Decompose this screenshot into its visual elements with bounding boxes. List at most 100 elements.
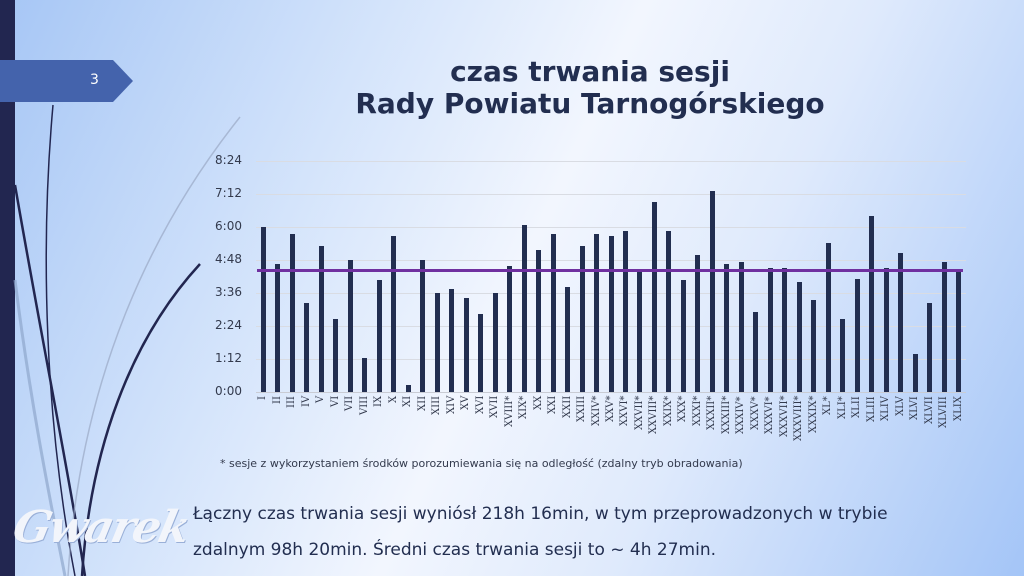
- x-tick-label: XVIII*: [503, 396, 515, 428]
- bar-xxviii-remote: [651, 201, 657, 392]
- title-line-1: czas trwania sesji: [450, 55, 730, 88]
- bar-xxvii-remote: [637, 269, 643, 392]
- bar-xxix-remote: [666, 230, 672, 392]
- bar-xxvi-remote: [622, 230, 628, 392]
- title-line-2: Rady Powiatu Tarnogórskiego: [355, 87, 825, 120]
- x-tick-label: XX: [532, 396, 544, 411]
- page-number: 3: [90, 72, 99, 88]
- bar-xliii: [869, 215, 875, 392]
- bar-xxx-remote: [680, 279, 686, 392]
- x-tick-label: XVI: [474, 396, 486, 415]
- bar-xxxvi-remote: [767, 268, 773, 392]
- bar-ii: [275, 263, 281, 392]
- x-tick-label: IV: [300, 396, 312, 408]
- bar-xxxvii-remote: [782, 268, 788, 392]
- bar-v: [318, 246, 324, 392]
- session-duration-bar-chart: 0:00 1:12 2:24 3:36 4:48 6:00 7:12 8:24 I II III IV…: [200, 150, 980, 450]
- gridline: [256, 227, 966, 228]
- x-tick-label: XXIX*: [662, 396, 674, 427]
- x-tick-label: XXXI*: [691, 396, 703, 427]
- x-tick-label: XXI: [547, 396, 559, 415]
- bar-iii: [289, 233, 295, 392]
- bar-xix-remote: [521, 224, 527, 392]
- x-tick-label: XXV*: [605, 396, 616, 423]
- x-tick-label: XLVIII: [938, 396, 950, 428]
- bar-xi: [405, 385, 411, 392]
- x-axis-line: [256, 392, 966, 393]
- x-tick-label: XXIII: [576, 396, 588, 423]
- bar-xlix: [956, 269, 962, 392]
- x-tick-label: XLIII: [865, 396, 877, 422]
- bar-iv: [304, 302, 310, 392]
- x-tick-label: II: [271, 396, 283, 404]
- x-tick-label: XLV: [894, 396, 906, 416]
- bar-xviii-remote: [507, 265, 513, 392]
- page-number-tab: [0, 60, 133, 102]
- x-tick-label: XXXVI*: [764, 396, 776, 434]
- x-tick-label: XLI*: [836, 396, 848, 419]
- x-tick-label: I: [257, 396, 269, 400]
- bar-xii: [420, 260, 426, 392]
- bar-xvi: [478, 314, 484, 392]
- bar-xxiv-remote: [594, 233, 599, 392]
- bar-xxii: [565, 286, 571, 392]
- summary-text: Łączny czas trwania sesji wyniósł 218h 1…: [193, 496, 1013, 568]
- x-tick-label: XXXIX*: [807, 396, 819, 434]
- y-tick-label: 2:24: [215, 318, 242, 332]
- bar-xxxviii-remote: [796, 282, 802, 392]
- summary-line-1: Łączny czas trwania sesji wyniósł 218h 1…: [193, 504, 888, 524]
- x-tick-label: VIII: [358, 396, 370, 416]
- gridline: [256, 161, 966, 162]
- y-tick-label: 7:12: [215, 186, 242, 200]
- x-tick-label: III: [286, 396, 298, 408]
- x-tick-label: VI: [329, 396, 341, 408]
- bar-xlii: [854, 278, 860, 392]
- y-tick-label: 8:24: [215, 153, 242, 167]
- bar-xxxv-remote: [753, 311, 759, 392]
- gridline: [256, 194, 966, 195]
- bar-xlviii: [941, 261, 947, 392]
- x-tick-label: VII: [344, 396, 356, 412]
- bar-xiv: [449, 288, 455, 392]
- y-tick-label: 3:36: [215, 285, 242, 299]
- bar-xxxi-remote: [695, 255, 701, 392]
- bar-xx: [536, 249, 542, 392]
- y-tick-label: 4:48: [215, 252, 242, 266]
- x-tick-label: X: [387, 396, 399, 404]
- x-tick-label: XXVII*: [633, 396, 645, 431]
- y-tick-label: 0:00: [215, 384, 242, 398]
- bar-xv: [463, 298, 469, 392]
- x-tick-label: XXVIII*: [648, 396, 660, 435]
- bar-xxxiii-remote: [724, 263, 730, 392]
- y-tick-label: 1:12: [215, 351, 242, 365]
- summary-line-2: zdalnym 98h 20min. Średni czas trwania s…: [193, 540, 716, 560]
- x-tick-label: XLIV: [880, 396, 892, 421]
- x-tick-label: XXVI*: [619, 396, 631, 427]
- bar-vi: [333, 318, 339, 392]
- x-tick-label: V: [315, 396, 327, 404]
- gwarek-logo: Gwarek: [8, 502, 194, 553]
- x-tick-label: XXXV*: [749, 396, 761, 430]
- bar-xlv: [898, 253, 904, 392]
- x-tick-label: XIX*: [518, 396, 530, 420]
- chart-footnote: * sesje z wykorzystaniem środków porozum…: [220, 457, 743, 470]
- bar-xli-remote: [840, 318, 846, 392]
- x-tick-label: XIV: [445, 396, 457, 415]
- bar-viii: [362, 357, 368, 392]
- bar-xlvii: [927, 302, 933, 392]
- x-tick-label: XV: [460, 396, 472, 411]
- x-tick-label: XXXIV*: [735, 396, 747, 434]
- slide-title: czas trwania sesji Rady Powiatu Tarnogór…: [250, 56, 930, 120]
- x-tick-label: XLVII: [923, 396, 935, 424]
- bar-xxiii: [579, 246, 585, 392]
- x-tick-label: XII: [416, 396, 428, 412]
- bar-xxxii-remote: [709, 191, 715, 392]
- x-tick-label: XLIX: [952, 396, 964, 421]
- bar-xiii: [434, 293, 440, 392]
- bar-xliv: [883, 268, 889, 392]
- bar-x: [391, 236, 397, 392]
- bar-xvii: [492, 293, 498, 392]
- x-tick-label: XIII: [431, 396, 443, 415]
- x-tick-label: XLII: [851, 396, 863, 418]
- decorative-swoosh-lines: [13, 104, 241, 576]
